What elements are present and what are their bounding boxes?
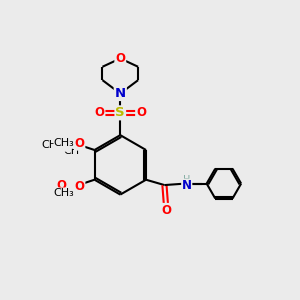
Text: CH₃: CH₃ bbox=[41, 140, 62, 150]
Text: O: O bbox=[73, 138, 83, 151]
Text: O: O bbox=[161, 204, 171, 217]
Text: O: O bbox=[115, 52, 125, 65]
Text: CH₃: CH₃ bbox=[54, 139, 75, 148]
Text: O: O bbox=[94, 106, 104, 119]
Text: CH₃: CH₃ bbox=[54, 188, 75, 198]
Text: CH: CH bbox=[64, 146, 80, 156]
Text: H: H bbox=[183, 175, 190, 185]
Text: O: O bbox=[58, 138, 68, 151]
Text: O: O bbox=[136, 106, 146, 119]
Text: methoxy: methoxy bbox=[0, 299, 1, 300]
Text: N: N bbox=[182, 179, 192, 192]
Text: O: O bbox=[75, 137, 85, 150]
Text: S: S bbox=[116, 106, 125, 119]
Text: methoxy: methoxy bbox=[0, 299, 1, 300]
Text: O: O bbox=[75, 180, 85, 193]
Text: N: N bbox=[115, 87, 126, 100]
Text: O: O bbox=[57, 178, 67, 192]
